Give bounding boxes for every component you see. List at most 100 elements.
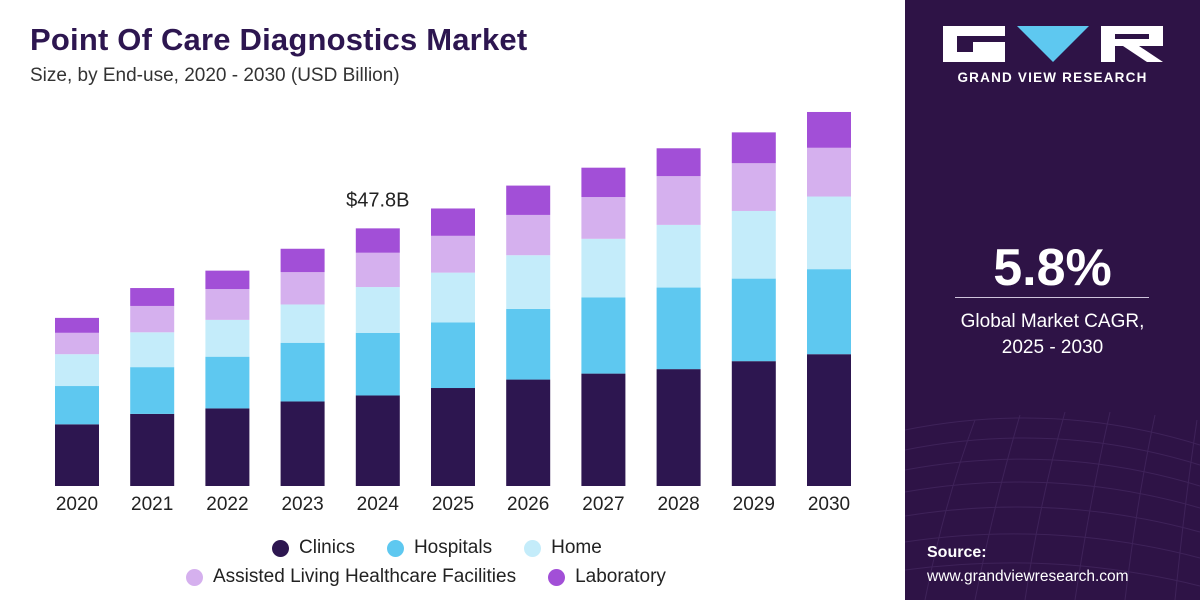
x-tick-label-2026: 2026 — [507, 494, 549, 515]
bar-assisted-living-healthcare-facilities-2030 — [807, 147, 851, 197]
bar-laboratory-2020 — [55, 317, 99, 333]
bar-home-2025 — [431, 272, 475, 323]
bar-laboratory-2027 — [581, 167, 626, 198]
legend-swatch-laboratory — [548, 568, 566, 586]
bar-clinics-2027 — [581, 373, 626, 486]
legend-row-1: Clinics Hospitals Home — [272, 537, 602, 559]
bar-stack-2026 — [506, 185, 551, 486]
bar-hospitals-2025 — [431, 322, 475, 389]
bar-laboratory-2028 — [656, 148, 701, 177]
bar-clinics-2026 — [506, 379, 551, 486]
source-link[interactable]: www.grandviewresearch.com — [927, 568, 1129, 585]
chart-panel: Point Of Care Diagnostics Market Size, b… — [30, 22, 851, 588]
x-tick-label-2029: 2029 — [733, 494, 775, 515]
bar-clinics-2029 — [731, 361, 776, 486]
legend-label-clinics: Clinics — [299, 537, 355, 558]
bar-clinics-2021 — [130, 413, 175, 486]
bar-assisted-living-healthcare-facilities-2020 — [55, 332, 99, 355]
cagr-label: Global Market CAGR, 2025 - 2030 — [905, 309, 1200, 361]
bar-laboratory-2030 — [807, 111, 851, 148]
bar-home-2020 — [55, 354, 99, 387]
cagr-divider — [955, 297, 1149, 298]
bar-home-2030 — [807, 196, 851, 270]
x-tick-label-2025: 2025 — [432, 494, 474, 515]
x-tick-label-2023: 2023 — [281, 494, 323, 515]
bar-assisted-living-healthcare-facilities-2021 — [130, 305, 175, 333]
chart-title: Point Of Care Diagnostics Market — [30, 22, 528, 57]
bar-assisted-living-healthcare-facilities-2023 — [280, 272, 325, 305]
legend-item-assisted-living-healthcare-facilities: Assisted Living Healthcare Facilities — [186, 566, 516, 588]
bar-home-2029 — [731, 210, 776, 279]
bar-laboratory-2021 — [130, 288, 175, 306]
x-tick-label-2021: 2021 — [131, 494, 173, 515]
cagr-label-line-1: Global Market CAGR, — [960, 311, 1145, 332]
bar-assisted-living-healthcare-facilities-2025 — [431, 235, 475, 273]
bar-home-2021 — [130, 332, 175, 368]
legend-row-2: Assisted Living Healthcare Facilities Lab… — [186, 566, 666, 588]
x-tick-label-2024: 2024 — [357, 494, 400, 515]
bar-hospitals-2028 — [656, 287, 701, 370]
legend-swatch-home — [524, 539, 542, 557]
bar-assisted-living-healthcare-facilities-2028 — [656, 176, 701, 225]
bar-stack-2024 — [355, 228, 400, 486]
bar-clinics-2022 — [205, 408, 250, 486]
bar-stack-2029 — [731, 132, 776, 486]
bar-clinics-2030 — [807, 354, 851, 486]
bar-stack-2025 — [431, 208, 475, 486]
x-tick-label-2028: 2028 — [657, 494, 699, 515]
bar-hospitals-2024 — [355, 332, 400, 396]
bar-stack-2022 — [205, 270, 250, 486]
bar-stack-2030 — [807, 111, 851, 486]
bar-assisted-living-healthcare-facilities-2029 — [731, 163, 776, 211]
cagr-label-line-2: 2025 - 2030 — [1001, 337, 1104, 358]
chart-subtitle: Size, by End-use, 2020 - 2030 (USD Billi… — [30, 65, 400, 86]
bar-home-2026 — [506, 255, 551, 309]
bar-hospitals-2029 — [731, 278, 776, 362]
bar-laboratory-2022 — [205, 270, 250, 290]
bar-stack-2028 — [656, 148, 701, 486]
gvr-logo — [943, 26, 1163, 62]
bar-laboratory-2024 — [355, 228, 400, 253]
legend-swatch-hospitals — [386, 539, 404, 557]
sidebar-panel: GRAND VIEW RESEARCH 5.8% Global Market C… — [905, 0, 1200, 600]
bar-assisted-living-healthcare-facilities-2024 — [355, 252, 400, 288]
bar-home-2024 — [355, 287, 400, 333]
bar-clinics-2023 — [280, 401, 325, 486]
bar-home-2022 — [205, 319, 250, 357]
bar-assisted-living-healthcare-facilities-2026 — [506, 214, 551, 256]
bar-clinics-2028 — [656, 369, 701, 486]
legend-item-clinics: Clinics — [272, 537, 355, 559]
bar-home-2023 — [280, 304, 325, 343]
legend-item-hospitals: Hospitals — [386, 537, 493, 559]
bar-clinics-2024 — [355, 395, 400, 486]
bar-hospitals-2030 — [807, 269, 851, 355]
bar-clinics-2020 — [55, 424, 99, 486]
legend-swatch-clinics — [272, 539, 289, 557]
data-label-2024: $47.8B — [346, 189, 409, 211]
stacked-bar-chart: 2020 2021 2022 2023 2024 2025 2026 2027 2028 2029… — [55, 111, 851, 515]
x-tick-label-2030: 2030 — [808, 494, 850, 515]
bar-clinics-2025 — [431, 388, 475, 486]
bar-laboratory-2023 — [280, 248, 325, 273]
wave-grid-decoration — [905, 411, 1200, 600]
bar-laboratory-2029 — [731, 132, 776, 164]
bar-assisted-living-healthcare-facilities-2027 — [581, 197, 626, 239]
bar-home-2028 — [656, 224, 701, 288]
x-tick-label-2027: 2027 — [582, 494, 624, 515]
x-tick-label-2022: 2022 — [206, 494, 248, 515]
bar-hospitals-2027 — [581, 297, 626, 374]
legend-label-laboratory: Laboratory — [575, 566, 666, 587]
bar-hospitals-2026 — [506, 308, 551, 380]
bar-stack-2027 — [581, 167, 626, 486]
legend-label-hospitals: Hospitals — [413, 537, 493, 558]
bar-laboratory-2025 — [431, 208, 475, 236]
bar-hospitals-2023 — [280, 342, 325, 402]
source-label: Source: — [927, 544, 987, 561]
bar-hospitals-2020 — [55, 386, 99, 425]
bar-hospitals-2021 — [130, 367, 175, 414]
legend-swatch-assisted-living-healthcare-facilities — [186, 568, 203, 586]
brand-name: GRAND VIEW RESEARCH — [957, 70, 1148, 85]
legend-label-assisted-living-healthcare-facilities: Assisted Living Healthcare Facilities — [213, 566, 517, 587]
bar-home-2027 — [581, 238, 626, 298]
bar-stack-2023 — [280, 248, 325, 486]
